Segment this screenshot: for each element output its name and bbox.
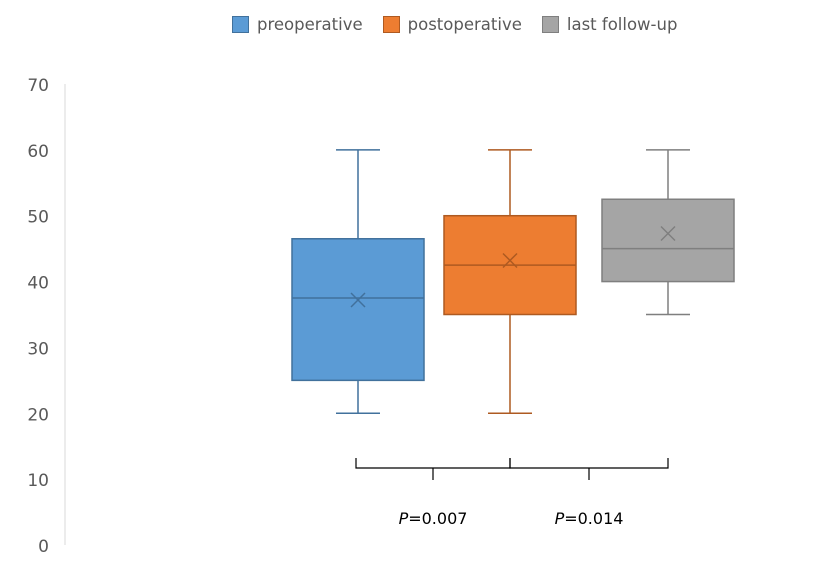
mean-marker [350, 292, 366, 308]
chart-legend: preoperative postoperative last follow-u… [232, 12, 677, 36]
p-symbol: P [555, 509, 565, 528]
box-preoperative [291, 149, 425, 415]
legend-label-postoperative: postoperative [407, 14, 522, 34]
legend-item-last-follow-up: last follow-up [541, 14, 678, 34]
significance-bracket [355, 458, 511, 480]
box-last-follow-up [601, 149, 735, 316]
y-tick-label: 40 [27, 274, 49, 294]
y-tick-label: 20 [27, 405, 49, 425]
iqr-box [601, 198, 735, 283]
legend-swatch-preoperative [232, 15, 249, 33]
significance-bracket [509, 458, 669, 480]
p-value-label: P=0.014 [555, 509, 624, 528]
legend-swatch-postoperative [382, 15, 400, 33]
mean-marker [660, 225, 676, 242]
p-value: =0.007 [408, 509, 467, 528]
p-symbol: P [399, 509, 409, 528]
iqr-box [291, 238, 425, 382]
legend-item-postoperative: postoperative [382, 14, 522, 34]
legend-label-last-follow-up: last follow-up [566, 14, 678, 34]
y-tick-label: 0 [38, 537, 49, 557]
legend-swatch-last-follow-up [541, 15, 559, 33]
legend-label-preoperative: preoperative [257, 14, 363, 34]
box-postoperative [443, 149, 577, 415]
y-tick-label: 30 [27, 339, 49, 359]
mean-marker [502, 252, 518, 269]
y-tick-label: 60 [27, 142, 49, 162]
y-tick-label: 70 [27, 76, 49, 96]
y-tick-label: 50 [27, 208, 49, 228]
p-value: =0.014 [564, 509, 623, 528]
legend-item-preoperative: preoperative [232, 15, 363, 34]
p-value-label: P=0.007 [399, 509, 468, 528]
y-tick-label: 10 [27, 471, 49, 491]
